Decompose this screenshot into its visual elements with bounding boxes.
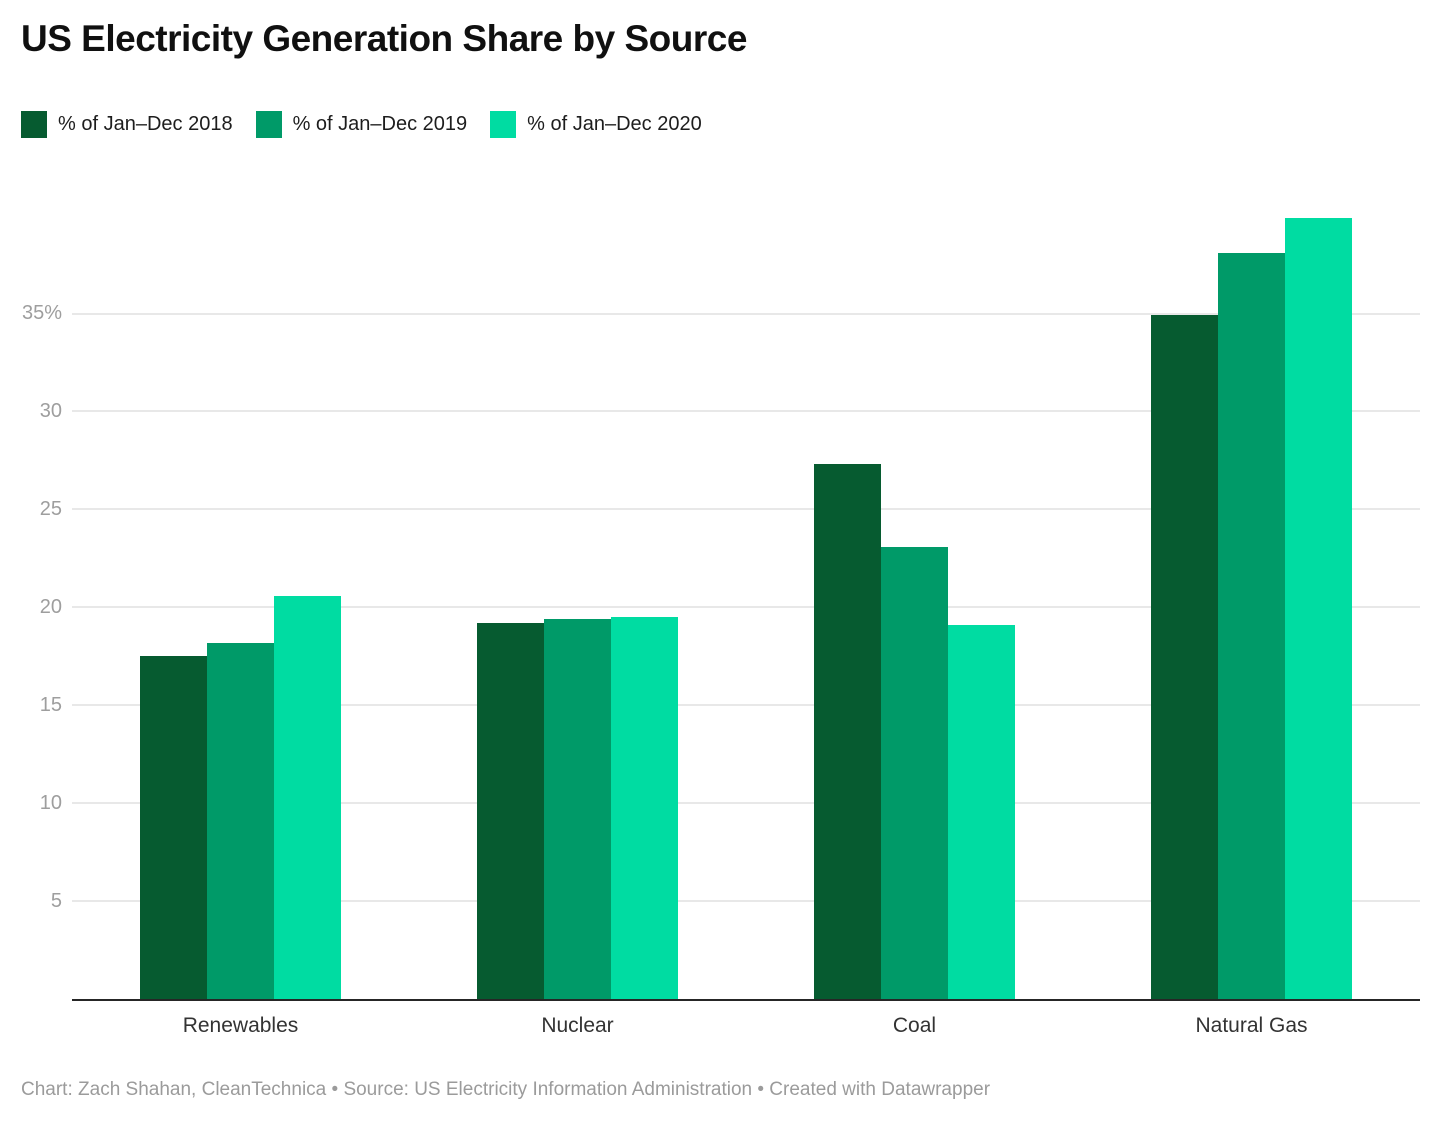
legend-swatch-2018-icon <box>21 111 47 138</box>
gridline-10 <box>72 802 1420 805</box>
legend-swatch-2020-icon <box>490 111 517 138</box>
bar-coal-2019[interactable] <box>881 546 948 999</box>
legend-label-2020: % of Jan–Dec 2020 <box>527 113 702 135</box>
y-tick-label-30: 30 <box>39 400 62 423</box>
gridline-30 <box>72 410 1420 413</box>
bar-natural-gas-2019[interactable] <box>1218 252 1285 999</box>
y-tick-label-20: 20 <box>39 596 62 619</box>
bar-nuclear-2018[interactable] <box>477 622 544 999</box>
footer-credit: Chart: Zach Shahan, CleanTechnica • Sour… <box>21 1079 991 1100</box>
legend: % of Jan–Dec 2018 % of Jan–Dec 2019 % of… <box>21 111 702 138</box>
bar-renewables-2018[interactable] <box>140 656 207 999</box>
legend-item-2020: % of Jan–Dec 2020 <box>490 111 702 138</box>
bar-natural-gas-2020[interactable] <box>1285 217 1352 999</box>
legend-swatch-2019-icon <box>255 111 282 138</box>
bar-renewables-2020[interactable] <box>274 595 341 999</box>
gridline-5 <box>72 900 1420 903</box>
x-axis-label-natural-gas: Natural Gas <box>1195 1014 1308 1037</box>
gridline-20 <box>72 606 1420 609</box>
y-tick-label-10: 10 <box>39 792 62 815</box>
bar-nuclear-2019[interactable] <box>544 619 611 999</box>
bar-coal-2020[interactable] <box>948 624 1015 999</box>
plot-area <box>72 190 1420 1001</box>
gridline-15 <box>72 704 1420 707</box>
legend-item-2018: % of Jan–Dec 2018 <box>21 111 233 138</box>
chart-title: US Electricity Generation Share by Sourc… <box>21 18 747 59</box>
x-axis-label-renewables: Renewables <box>182 1014 299 1037</box>
y-tick-label-35: 35% <box>21 302 62 325</box>
gridline-35 <box>72 312 1420 315</box>
y-tick-label-5: 5 <box>50 890 62 913</box>
x-axis-label-coal: Coal <box>892 1014 937 1037</box>
x-axis-label-nuclear: Nuclear <box>541 1014 614 1037</box>
bar-renewables-2019[interactable] <box>207 642 274 999</box>
legend-label-2018: % of Jan–Dec 2018 <box>58 113 233 135</box>
y-tick-label-15: 15 <box>39 694 62 717</box>
x-axis-line <box>72 999 1420 1001</box>
bar-natural-gas-2018[interactable] <box>1151 315 1218 999</box>
bar-nuclear-2020[interactable] <box>611 617 678 999</box>
legend-label-2019: % of Jan–Dec 2019 <box>292 113 468 135</box>
y-tick-label-25: 25 <box>39 498 62 521</box>
bar-coal-2018[interactable] <box>814 464 881 999</box>
gridline-25 <box>72 508 1420 511</box>
legend-item-2019: % of Jan–Dec 2019 <box>255 111 468 138</box>
